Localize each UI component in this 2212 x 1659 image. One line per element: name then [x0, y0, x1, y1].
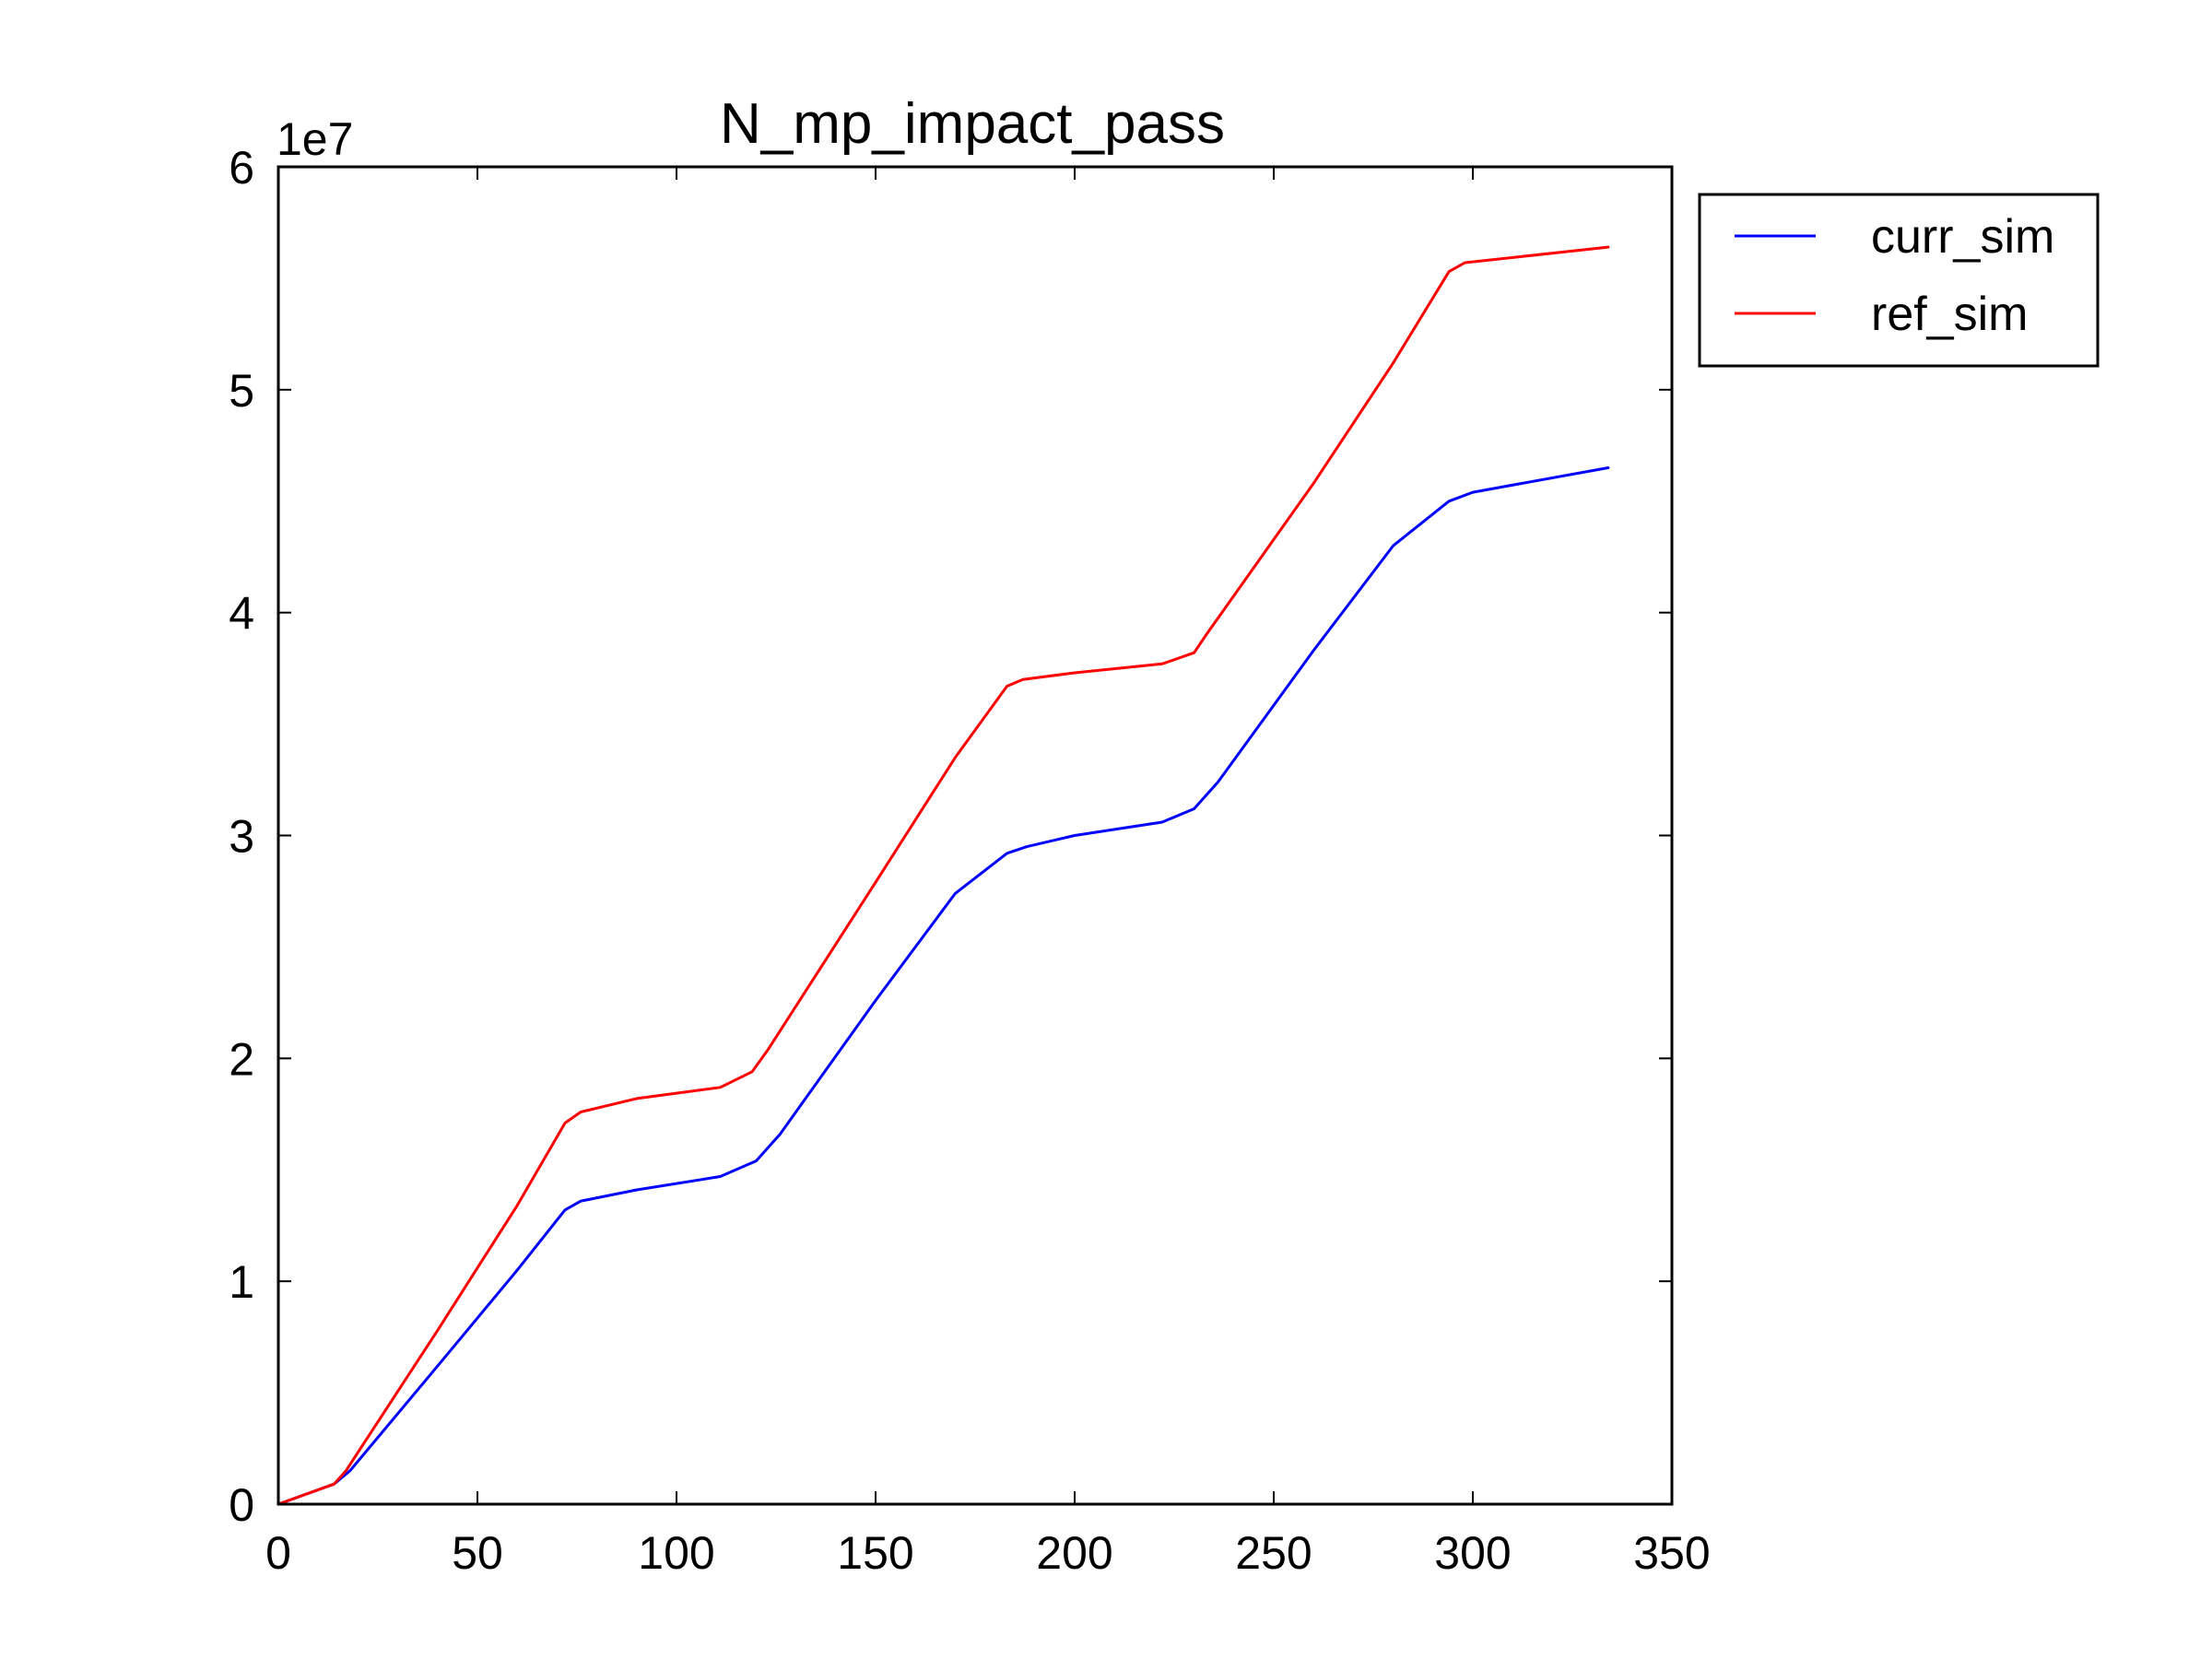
y-tick-label-2: 2: [229, 1033, 254, 1085]
y-tick-label-3: 3: [229, 811, 254, 863]
series-lines: [276, 245, 1610, 1506]
series-line-curr_sim: [276, 466, 1610, 1506]
x-tick-label-7: 350: [1633, 1527, 1710, 1579]
legend-label-curr_sim: curr_sim: [1871, 210, 2054, 264]
x-axis-tick-labels: 0 50 100 150 200 250 300 350: [265, 1527, 1711, 1579]
legend-box: [1698, 193, 2100, 368]
y-tick-label-1: 1: [229, 1256, 254, 1308]
x-tick-label-0: 0: [265, 1527, 291, 1579]
x-tick-label-4: 200: [1036, 1527, 1112, 1579]
y-multiplier-label: 1e7: [276, 113, 353, 165]
y-axis-tick-labels: 0 1 2 3 4 5 6: [229, 142, 254, 1531]
x-tick-label-1: 50: [452, 1527, 503, 1579]
plot-frame: [276, 165, 1674, 1506]
x-tick-label-2: 100: [638, 1527, 714, 1579]
legend-items: curr_sim ref_sim: [1735, 210, 2054, 341]
y-tick-label-5: 5: [229, 365, 254, 417]
x-tick-label-5: 250: [1235, 1527, 1312, 1579]
y-tick-label-6: 6: [229, 142, 254, 194]
series-line-ref_sim: [276, 245, 1610, 1506]
chart-title: N_mp_impact_pass: [720, 92, 1225, 156]
y-tick-label-0: 0: [229, 1479, 254, 1531]
plot-area: [276, 165, 1674, 1506]
x-tick-label-3: 150: [837, 1527, 913, 1579]
legend-label-ref_sim: ref_sim: [1871, 288, 2028, 341]
x-tick-label-6: 300: [1434, 1527, 1511, 1579]
legend: curr_sim ref_sim: [1698, 193, 2100, 368]
y-tick-label-4: 4: [229, 588, 254, 640]
